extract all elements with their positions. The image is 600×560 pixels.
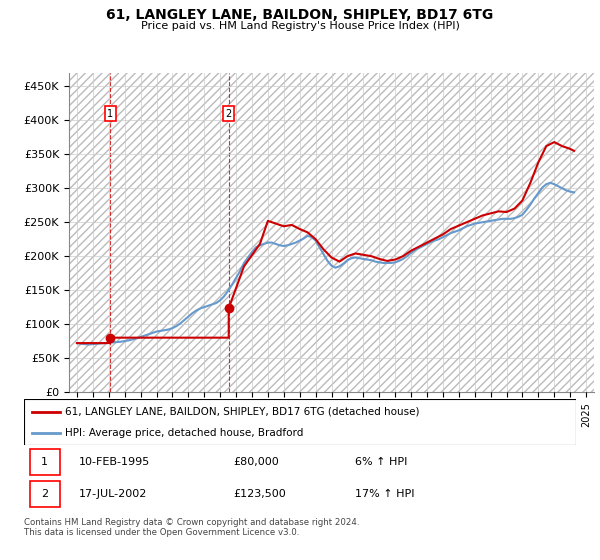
Text: Price paid vs. HM Land Registry's House Price Index (HPI): Price paid vs. HM Land Registry's House … <box>140 21 460 31</box>
Text: 2: 2 <box>226 109 232 119</box>
Text: 61, LANGLEY LANE, BAILDON, SHIPLEY, BD17 6TG (detached house): 61, LANGLEY LANE, BAILDON, SHIPLEY, BD17… <box>65 407 420 417</box>
Text: 2: 2 <box>41 489 48 500</box>
Text: £123,500: £123,500 <box>234 489 287 500</box>
Text: Contains HM Land Registry data © Crown copyright and database right 2024.
This d: Contains HM Land Registry data © Crown c… <box>24 518 359 538</box>
Text: £80,000: £80,000 <box>234 457 280 467</box>
Text: 17-JUL-2002: 17-JUL-2002 <box>79 489 148 500</box>
Text: 10-FEB-1995: 10-FEB-1995 <box>79 457 151 467</box>
FancyBboxPatch shape <box>29 449 60 475</box>
Text: 61, LANGLEY LANE, BAILDON, SHIPLEY, BD17 6TG: 61, LANGLEY LANE, BAILDON, SHIPLEY, BD17… <box>106 8 494 22</box>
Text: 1: 1 <box>107 109 113 119</box>
Text: 1: 1 <box>41 457 48 467</box>
Text: HPI: Average price, detached house, Bradford: HPI: Average price, detached house, Brad… <box>65 428 304 438</box>
FancyBboxPatch shape <box>29 482 60 507</box>
Text: 6% ↑ HPI: 6% ↑ HPI <box>355 457 407 467</box>
Text: 17% ↑ HPI: 17% ↑ HPI <box>355 489 415 500</box>
